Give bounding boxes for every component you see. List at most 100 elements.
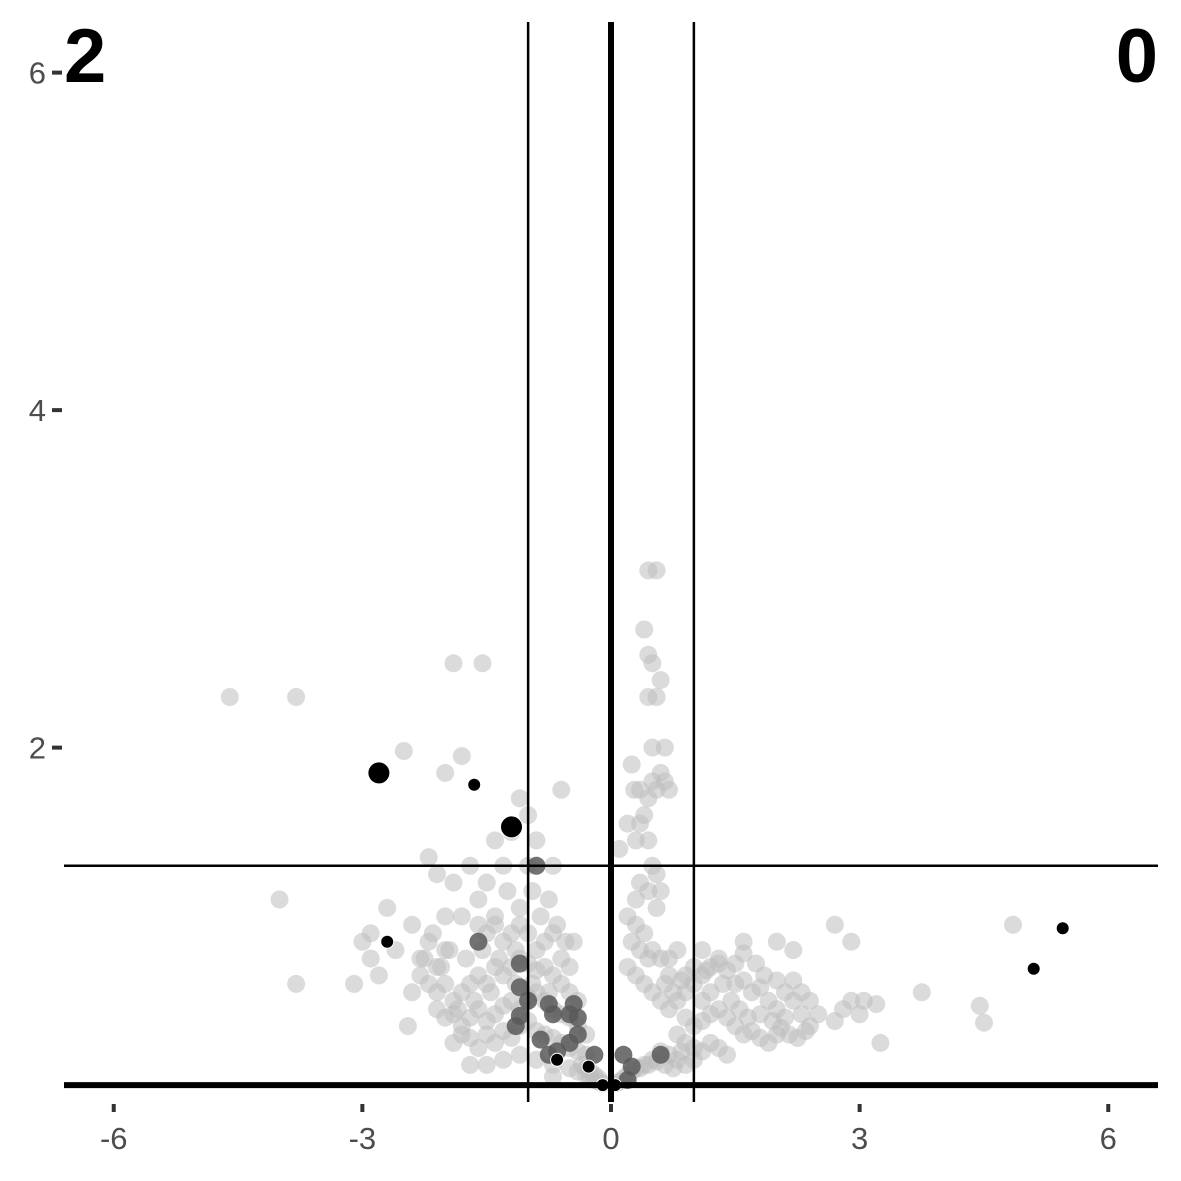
point-background — [672, 1042, 691, 1061]
point-background — [477, 1055, 496, 1074]
point-mid — [469, 932, 488, 951]
point-background — [871, 1033, 890, 1052]
y-tick-label: 6 — [29, 56, 46, 91]
point-background — [419, 848, 438, 867]
point-background — [618, 814, 637, 833]
point-background — [486, 831, 504, 850]
point-background — [560, 958, 579, 976]
point-background — [693, 941, 712, 960]
point-background — [643, 738, 662, 757]
point-background — [527, 831, 546, 850]
point-background — [510, 1045, 529, 1064]
point-highlight-small — [581, 1059, 596, 1074]
y-tick-label: 4 — [29, 393, 46, 428]
point-background — [796, 1022, 815, 1041]
reference-lines — [64, 22, 1158, 1102]
point-background — [1004, 915, 1022, 934]
point-background — [498, 882, 517, 901]
point-background — [361, 924, 380, 943]
point-background — [647, 688, 666, 706]
x-tick-label: -6 — [100, 1121, 128, 1156]
point-background — [361, 949, 380, 968]
point-background — [444, 654, 463, 673]
point-background — [403, 983, 422, 1002]
point-background — [622, 755, 641, 774]
point-background — [477, 873, 496, 892]
point-background — [494, 1050, 513, 1069]
point-background — [912, 983, 931, 1002]
point-highlight-small — [1026, 961, 1041, 976]
point-background — [270, 890, 289, 909]
y-tick-label: 2 — [29, 731, 46, 766]
point-background — [647, 898, 666, 917]
point-background — [369, 966, 388, 985]
point-background — [635, 620, 654, 639]
point-background — [287, 688, 306, 706]
point-background — [639, 949, 658, 968]
point-highlight-small — [1055, 921, 1070, 936]
point-background — [448, 1000, 467, 1019]
point-mid — [568, 1008, 587, 1027]
point-background — [444, 873, 463, 892]
point-background — [394, 742, 413, 760]
point-background — [345, 974, 364, 993]
point-background — [718, 1045, 736, 1064]
point-highlight-small — [467, 777, 482, 792]
point-background — [490, 949, 509, 968]
point-background — [506, 941, 525, 960]
point-background — [639, 831, 658, 850]
point-background — [452, 907, 471, 926]
point-mid — [506, 1017, 525, 1036]
point-background — [415, 949, 434, 968]
point-background — [423, 924, 442, 943]
point-background — [639, 882, 658, 901]
point-background — [552, 780, 571, 799]
point-mid — [585, 1045, 604, 1064]
point-background — [655, 738, 674, 757]
x-tick-label: -3 — [349, 1121, 377, 1156]
point-background — [975, 1013, 993, 1032]
point-background — [531, 907, 550, 926]
point-background — [436, 763, 455, 782]
point-background — [432, 958, 451, 976]
corner-label-left: 2 — [64, 14, 106, 99]
point-highlight-small — [550, 1052, 565, 1067]
axis-ticks: -6 -3 0 3 6 2 4 6 — [29, 56, 1117, 1156]
point-background — [626, 831, 645, 850]
point-background — [664, 1059, 683, 1078]
point-background — [398, 1017, 417, 1036]
point-background — [639, 645, 658, 664]
point-background — [647, 561, 666, 580]
x-tick-label: 0 — [602, 1121, 619, 1156]
point-background — [854, 991, 873, 1010]
point-background — [635, 806, 654, 825]
point-background — [548, 915, 567, 934]
point-background — [469, 1039, 488, 1057]
point-background — [809, 1005, 828, 1024]
corner-label-right: 0 — [1116, 14, 1158, 99]
point-background — [734, 932, 753, 951]
point-background — [800, 991, 819, 1010]
point-background — [625, 780, 644, 799]
point-background — [461, 1055, 480, 1074]
point-highlight-large — [500, 815, 523, 839]
point-background — [651, 882, 670, 901]
point-background — [610, 839, 629, 858]
point-background — [436, 907, 455, 926]
point-mid — [510, 954, 529, 973]
point-background — [523, 882, 542, 901]
point-highlight-large — [367, 761, 391, 785]
point-background — [556, 932, 575, 951]
point-background — [842, 932, 861, 951]
point-background — [220, 688, 239, 706]
x-tick-label: 3 — [851, 1121, 868, 1156]
point-background — [510, 789, 529, 808]
point-background — [709, 954, 728, 973]
point-background — [473, 654, 492, 673]
point-background — [784, 941, 803, 960]
point-background — [660, 780, 678, 799]
point-mid — [651, 1045, 670, 1064]
point-mid — [544, 1005, 562, 1024]
data-points — [220, 561, 1070, 1093]
point-background — [457, 949, 475, 968]
